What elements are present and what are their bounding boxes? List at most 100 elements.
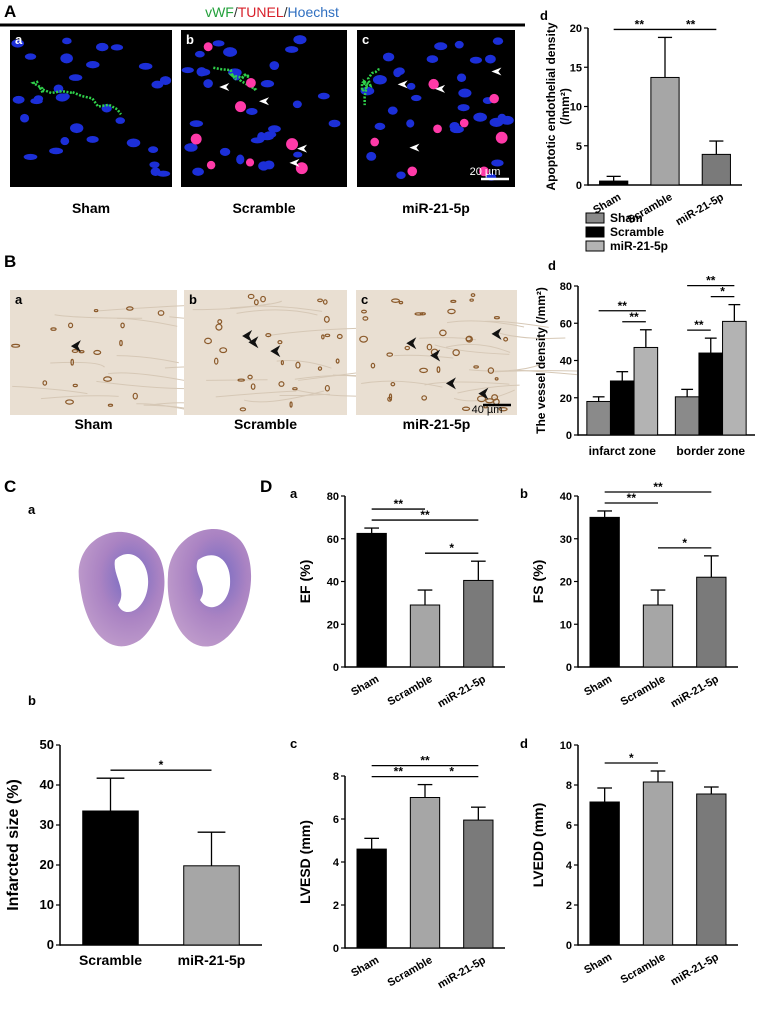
tunel-nucleus — [245, 158, 255, 167]
y-axis-label: LVESD (mm) — [297, 820, 313, 904]
nucleus — [11, 39, 25, 48]
capillary — [213, 357, 219, 365]
capillary — [119, 339, 123, 347]
nucleus — [148, 146, 159, 154]
nucleus — [196, 67, 207, 77]
nucleus — [49, 147, 64, 155]
chart-panel-letter: a — [290, 486, 298, 501]
nucleus — [387, 106, 398, 115]
nucleus — [181, 67, 194, 74]
nucleus — [203, 79, 213, 88]
nucleus — [61, 93, 70, 100]
y-tick-label: 0 — [566, 662, 572, 674]
capillary — [414, 312, 424, 316]
significance-label: ** — [420, 754, 430, 768]
y-axis-label: Infarcted size (%) — [5, 779, 22, 911]
nucleus — [454, 40, 464, 49]
tissue-fiber — [98, 305, 186, 312]
capillary — [277, 340, 283, 345]
nucleus — [500, 115, 514, 125]
arrowhead — [397, 80, 408, 89]
capillary — [493, 316, 500, 320]
x-tick-label: Scramble — [386, 673, 435, 708]
nucleus — [126, 138, 141, 148]
significance-label: ** — [653, 480, 663, 494]
y-axis-label: EF (%) — [297, 560, 313, 604]
y-tick-label: 15 — [570, 62, 582, 74]
tissue-fiber — [116, 317, 178, 327]
nucleus — [156, 170, 171, 177]
capillary — [447, 308, 456, 315]
chart: d 0 5 10 15 20 Apoptotic endothelial density (/… — [540, 8, 742, 228]
stain-name: TUNEL — [238, 4, 284, 20]
capillary — [295, 361, 301, 369]
chart-panel-letter: b — [520, 486, 528, 501]
significance-label: * — [449, 765, 454, 779]
y-tick-label: 0 — [566, 430, 572, 442]
arrowhead — [70, 340, 81, 353]
capillary — [419, 367, 429, 374]
legend-label: Scramble — [610, 225, 664, 239]
y-tick-label: 20 — [560, 393, 572, 405]
capillary — [370, 362, 376, 369]
tunel-nucleus — [459, 118, 469, 128]
micrograph: c 40 µm — [356, 290, 577, 416]
tissue-fiber — [497, 332, 566, 339]
micrograph-bg — [10, 30, 172, 187]
bar — [633, 346, 659, 436]
micrograph-caption: miR-21-5p — [402, 200, 470, 216]
tissue-fiber — [40, 395, 119, 400]
panel-letter: D — [260, 477, 272, 496]
tissue-fiber — [54, 314, 143, 319]
y-tick-label: 10 — [570, 102, 582, 114]
nucleus — [151, 80, 164, 89]
x-tick-label: Scramble — [619, 951, 668, 986]
legend-swatch — [585, 240, 605, 252]
capillary — [317, 366, 323, 371]
tunel-nucleus — [206, 160, 216, 170]
significance-label: * — [159, 758, 164, 772]
legend-label: miR-21-5p — [610, 239, 668, 253]
micrograph-bg — [357, 30, 515, 187]
nucleus — [469, 56, 482, 64]
bar — [356, 532, 387, 668]
micrograph: a — [10, 290, 232, 415]
capillary — [132, 392, 138, 400]
arrowhead — [491, 327, 502, 340]
micrograph-bg — [184, 290, 347, 415]
tissue-fiber — [514, 369, 577, 376]
y-axis-label: (/mm²) — [558, 88, 572, 125]
x-tick-label: Sham — [349, 954, 381, 979]
capillary — [323, 315, 330, 323]
nucleus — [258, 161, 270, 171]
capillary — [215, 323, 223, 331]
stain-name: vWF — [205, 4, 234, 20]
arrowhead — [297, 144, 308, 153]
nucleus — [184, 143, 198, 152]
nucleus — [269, 61, 280, 71]
capillary — [470, 293, 476, 298]
y-tick-label: 60 — [327, 534, 339, 546]
stain-title: vWF/TUNEL/Hoechst — [205, 4, 339, 20]
y-tick-label: 80 — [327, 491, 339, 503]
bar — [183, 865, 240, 946]
x-tick-label: miR-21-5p — [669, 673, 721, 710]
capillary — [247, 293, 255, 300]
micrograph-sublabel: c — [361, 292, 368, 307]
nucleus — [68, 74, 83, 81]
y-tick-label: 40 — [560, 356, 572, 368]
capillary — [461, 406, 471, 411]
nucleus — [473, 112, 487, 122]
bar — [82, 810, 139, 946]
nucleus — [366, 151, 377, 161]
tissue-fiber — [279, 393, 330, 397]
nucleus — [491, 159, 504, 167]
significance-label: ** — [694, 318, 704, 332]
tissue-fiber — [457, 384, 520, 394]
tunel-nucleus — [245, 77, 256, 88]
micrograph-sublabel: a — [15, 32, 23, 47]
nucleus — [360, 86, 375, 96]
nucleus — [257, 131, 266, 142]
